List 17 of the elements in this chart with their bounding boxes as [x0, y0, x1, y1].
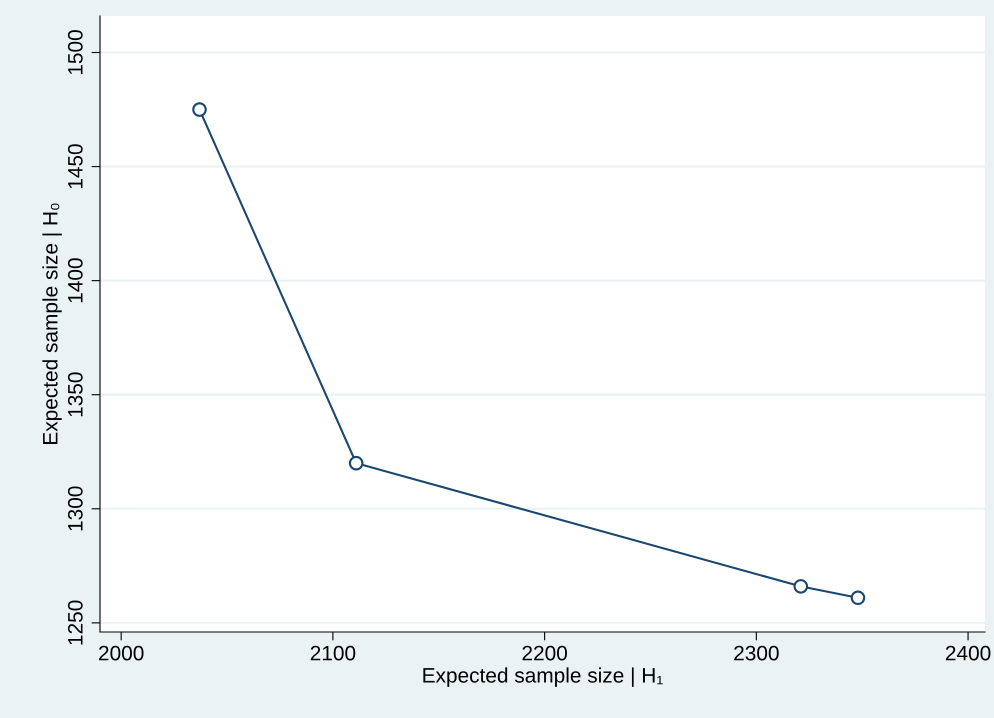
y-axis-title: Expected sample size | H₀ [42, 203, 62, 444]
point [192, 102, 207, 117]
y-tick-label: 1400 [68, 258, 83, 302]
point [794, 579, 808, 594]
y-tick-label: 1450 [68, 144, 83, 188]
point [348, 456, 364, 470]
y-tick-label: 1250 [68, 600, 83, 644]
x-tick-label: 2400 [946, 646, 990, 660]
point [850, 590, 866, 606]
y-tick-label: 1350 [68, 372, 83, 416]
y-tick-label: 1500 [68, 30, 83, 74]
x-tick-label: 2100 [310, 646, 356, 660]
x-tick-label: 2000 [99, 646, 144, 660]
x-axis-title: Expected sample size | H₁ [423, 667, 663, 687]
x-tick-label: 2200 [522, 646, 567, 660]
y-tick-label: 1300 [68, 486, 83, 530]
x-tick-label: 2300 [734, 646, 779, 660]
